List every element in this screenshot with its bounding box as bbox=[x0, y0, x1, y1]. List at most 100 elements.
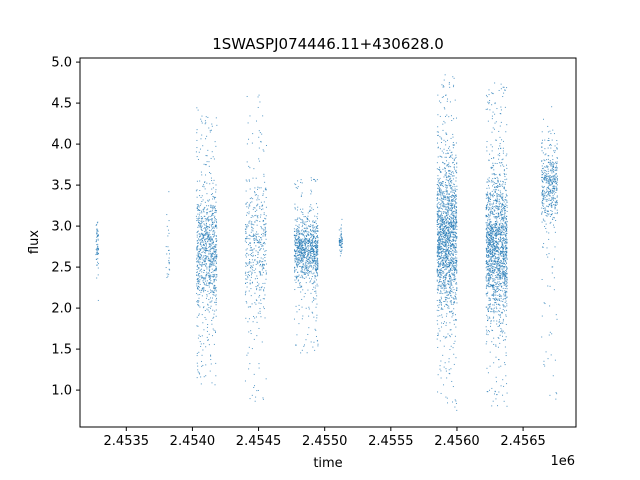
data-point bbox=[444, 281, 446, 283]
data-point bbox=[294, 259, 296, 261]
data-point bbox=[445, 315, 447, 317]
data-point bbox=[213, 207, 215, 209]
data-point bbox=[446, 160, 448, 162]
data-point bbox=[495, 381, 497, 383]
data-point bbox=[485, 108, 487, 110]
data-point bbox=[456, 172, 458, 174]
data-point bbox=[201, 212, 203, 214]
data-point bbox=[492, 244, 494, 246]
data-point bbox=[213, 289, 215, 291]
data-point bbox=[210, 173, 212, 175]
data-point bbox=[488, 199, 490, 201]
data-point bbox=[442, 208, 444, 210]
data-point bbox=[311, 283, 313, 285]
data-point bbox=[168, 273, 170, 275]
data-point bbox=[251, 201, 253, 203]
data-point bbox=[455, 243, 457, 245]
data-point bbox=[455, 298, 457, 300]
data-point bbox=[215, 299, 217, 301]
data-point bbox=[312, 241, 314, 243]
data-point bbox=[299, 240, 301, 242]
data-point bbox=[451, 272, 453, 274]
data-point bbox=[203, 289, 205, 291]
data-point bbox=[440, 360, 442, 362]
data-point bbox=[299, 284, 301, 286]
data-point bbox=[251, 226, 253, 228]
data-point bbox=[208, 239, 210, 241]
data-point bbox=[502, 220, 504, 222]
data-point bbox=[204, 224, 206, 226]
data-point bbox=[264, 181, 266, 183]
data-point bbox=[438, 263, 440, 265]
data-point bbox=[439, 365, 441, 367]
data-point bbox=[438, 328, 440, 330]
data-point bbox=[195, 151, 197, 153]
data-point bbox=[447, 259, 449, 261]
data-point bbox=[455, 194, 457, 196]
data-point bbox=[262, 298, 264, 300]
data-point bbox=[440, 141, 442, 143]
data-point bbox=[488, 266, 490, 268]
data-point bbox=[301, 245, 303, 247]
data-point bbox=[212, 230, 214, 232]
data-point bbox=[248, 221, 250, 223]
data-point bbox=[494, 263, 496, 265]
data-point bbox=[261, 245, 263, 247]
data-point bbox=[211, 223, 213, 225]
data-point bbox=[487, 318, 489, 320]
data-point bbox=[247, 352, 249, 354]
data-point bbox=[213, 251, 215, 253]
data-point bbox=[262, 235, 264, 237]
data-point bbox=[294, 249, 296, 251]
data-point bbox=[447, 247, 449, 249]
data-point bbox=[168, 249, 170, 251]
data-point bbox=[256, 275, 258, 277]
data-point bbox=[453, 353, 455, 355]
data-point bbox=[442, 181, 444, 183]
data-point bbox=[502, 274, 504, 276]
data-point bbox=[503, 232, 505, 234]
data-point bbox=[300, 260, 302, 261]
data-point bbox=[215, 268, 217, 270]
data-point bbox=[200, 171, 202, 173]
data-point bbox=[437, 374, 439, 376]
data-point bbox=[294, 183, 296, 185]
data-point bbox=[203, 279, 205, 281]
data-point bbox=[310, 242, 312, 244]
data-point bbox=[312, 231, 314, 233]
data-point bbox=[252, 208, 254, 210]
data-point bbox=[436, 206, 438, 208]
data-point bbox=[310, 179, 312, 181]
data-point bbox=[257, 242, 259, 244]
data-point bbox=[495, 288, 497, 290]
data-point bbox=[296, 229, 298, 231]
data-point bbox=[442, 235, 444, 237]
data-point bbox=[437, 234, 439, 236]
data-point bbox=[317, 237, 319, 239]
data-point bbox=[211, 242, 213, 244]
data-point bbox=[97, 234, 99, 236]
data-point bbox=[302, 272, 304, 274]
data-point bbox=[197, 207, 199, 209]
data-point bbox=[256, 220, 258, 222]
data-point bbox=[316, 236, 318, 238]
data-point bbox=[212, 274, 214, 276]
data-point bbox=[198, 286, 200, 288]
data-point bbox=[215, 212, 217, 214]
data-point bbox=[444, 265, 446, 267]
data-point bbox=[208, 246, 210, 248]
data-point bbox=[206, 225, 208, 227]
data-point bbox=[264, 282, 266, 284]
data-point bbox=[451, 214, 453, 216]
data-point bbox=[437, 233, 439, 235]
data-point bbox=[317, 266, 319, 268]
data-point bbox=[197, 300, 199, 302]
data-point bbox=[206, 271, 208, 273]
data-point bbox=[451, 180, 453, 182]
data-point bbox=[494, 248, 496, 250]
data-point bbox=[211, 268, 213, 270]
data-point bbox=[443, 265, 445, 267]
data-point bbox=[214, 301, 216, 303]
data-point bbox=[205, 155, 207, 157]
data-point bbox=[494, 223, 496, 225]
